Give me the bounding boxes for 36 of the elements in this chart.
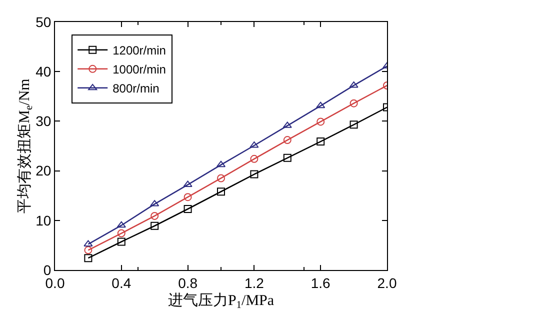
point bbox=[84, 254, 92, 262]
point bbox=[116, 221, 126, 228]
point bbox=[184, 193, 192, 202]
legend-label: 1000r/min bbox=[112, 62, 166, 77]
point bbox=[217, 174, 225, 182]
point bbox=[316, 102, 326, 108]
point bbox=[150, 212, 159, 220]
point bbox=[350, 120, 358, 129]
x-tick-label: 0.4 bbox=[112, 274, 132, 291]
point bbox=[184, 204, 192, 213]
point bbox=[150, 222, 159, 230]
y-tick-label: 50 bbox=[36, 14, 52, 30]
x-tick-label: 0.8 bbox=[178, 274, 198, 291]
x-tick-label: 1.6 bbox=[310, 274, 331, 291]
x-axis-title: 进气压力P$_{1}$/MPa bbox=[168, 292, 274, 311]
legend-label: 800r/min bbox=[112, 82, 160, 96]
point bbox=[283, 136, 292, 144]
point bbox=[283, 154, 292, 162]
point bbox=[117, 238, 126, 246]
x-tick-label: 2.0 bbox=[377, 274, 397, 291]
y-tick-label: 30 bbox=[36, 113, 52, 130]
y-tick-label: 40 bbox=[36, 64, 52, 80]
point bbox=[250, 154, 258, 163]
point bbox=[216, 160, 226, 168]
point bbox=[316, 118, 325, 126]
y-tick-label: 20 bbox=[36, 162, 52, 179]
legend-label: 1200r/min bbox=[112, 44, 166, 58]
y-tick-label: 10 bbox=[36, 212, 52, 228]
point bbox=[316, 138, 325, 146]
point bbox=[84, 246, 92, 254]
point bbox=[349, 81, 358, 88]
point bbox=[217, 188, 225, 196]
x-tick-label: 1.2 bbox=[244, 274, 264, 291]
point bbox=[350, 99, 358, 108]
point bbox=[117, 229, 126, 238]
point bbox=[250, 170, 258, 178]
